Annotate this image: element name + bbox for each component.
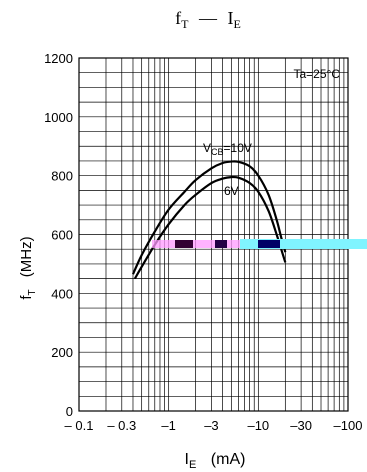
x-tick-label: –3 <box>204 418 218 433</box>
y-label-sub: T <box>27 289 38 295</box>
series-label-10v: VCB=10V <box>203 141 252 157</box>
y-tick-label: 800 <box>51 169 73 184</box>
title-i: I <box>228 8 234 28</box>
y-tick-label: 400 <box>51 286 73 301</box>
y-tick-labels: 0 200 400 600 800 1000 1200 <box>44 51 73 419</box>
y-tick-label: 600 <box>51 228 73 243</box>
annotation-temperature: Ta=25°C <box>294 67 341 81</box>
series-label-10v-sub: CB <box>211 147 224 157</box>
grid <box>78 57 349 412</box>
series-label-10v-rest: =10V <box>224 141 252 155</box>
series-line-1 <box>133 175 287 280</box>
series-line-0 <box>131 160 287 275</box>
x-tick-label: –10 <box>247 418 269 433</box>
plot-frame <box>78 57 349 412</box>
x-tick-label: –100 <box>334 418 363 433</box>
x-tick-label: – 0.3 <box>107 418 136 433</box>
y-tick-label: 0 <box>66 404 73 419</box>
y-axis-label: fT (MHz) <box>18 236 38 299</box>
plot-frame-group <box>78 57 349 412</box>
x-axis-label: IE (mA) <box>185 451 246 471</box>
y-tick-label: 1000 <box>44 110 73 125</box>
x-tick-label: –1 <box>161 418 175 433</box>
chart-title: fT — IE <box>175 8 241 31</box>
title-f-sub: T <box>181 17 189 31</box>
y-tick-label: 1200 <box>44 51 73 66</box>
artifact-band <box>152 239 367 249</box>
title-f: f <box>175 8 181 28</box>
x-tick-labels: – 0.1 – 0.3 –1 –3 –10 –30 –100 <box>65 418 363 433</box>
series-label-6v: 6V <box>224 184 239 198</box>
x-tick-label: – 0.1 <box>65 418 94 433</box>
y-tick-label: 200 <box>51 345 73 360</box>
series-label-10v-v: V <box>203 141 211 155</box>
x-label-sub: E <box>189 459 196 471</box>
title-i-sub: E <box>234 17 241 31</box>
svg-text:fT (MHz): fT (MHz) <box>18 236 38 299</box>
y-label-unit: (MHz) <box>18 236 35 277</box>
x-tick-label: –30 <box>290 418 312 433</box>
series-lines <box>131 160 287 280</box>
x-label-main: I <box>185 451 189 468</box>
title-dash: — <box>198 8 218 28</box>
x-label-unit: (mA) <box>211 451 246 468</box>
y-label-main: f <box>18 295 35 300</box>
